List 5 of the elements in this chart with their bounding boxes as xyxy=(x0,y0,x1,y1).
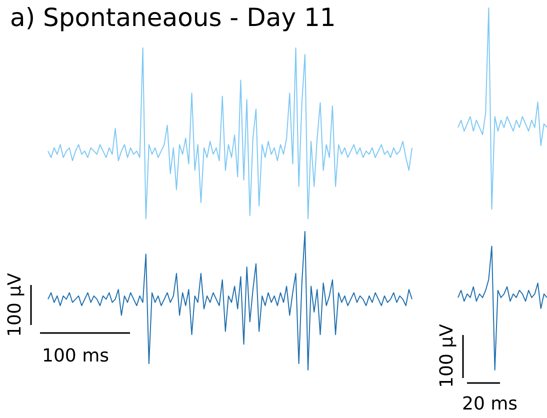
annotation: 100 µV xyxy=(436,323,458,388)
chart-title: a) Spontaneaous - Day 11 xyxy=(10,3,336,32)
text: 20 ms xyxy=(462,394,518,414)
text: 100 µV xyxy=(4,272,26,337)
annotation: 100 ms xyxy=(42,346,109,366)
